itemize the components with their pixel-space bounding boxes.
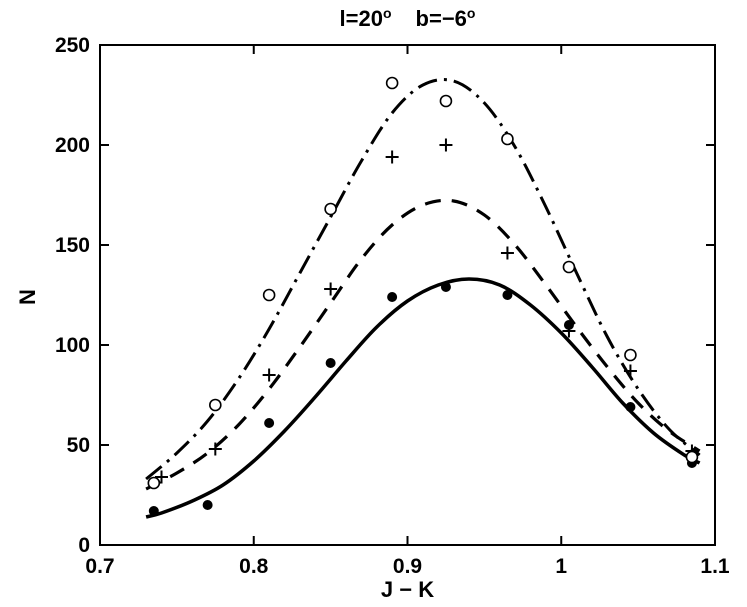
marker-filled-circle [387,292,398,302]
marker-filled-circle [440,282,451,292]
marker-filled-circle [148,506,159,516]
fit-curve-solid [145,277,701,519]
y-tick-label: 150 [55,234,90,257]
marker-open-circle [385,76,399,90]
fit-curve-dashed [145,198,701,491]
x-tick-label: 1 [555,555,567,578]
y-tick-label: 250 [55,34,90,57]
x-axis-label: J − K [380,577,435,602]
y-tick-label: 200 [55,134,90,157]
chart-title: l=20o b=−6o [100,5,715,32]
marker-filled-circle [625,402,636,412]
marker-filled-circle [202,500,213,510]
marker-filled-circle [264,418,275,428]
marker-open-circle [685,450,699,464]
title-part2: b=−6 [415,6,467,31]
x-tick-label: 0.7 [85,555,114,578]
axes-frame [99,44,716,546]
marker-open-circle [501,132,514,146]
x-tick-label: 0.8 [239,555,269,578]
y-tick-label: 50 [67,434,90,457]
marker-open-circle [147,476,161,490]
marker-open-circle [624,348,637,362]
title-part1: l=20 [339,6,383,31]
marker-filled-circle [325,358,336,368]
title-superscript-1: o [382,5,392,21]
marker-open-circle [324,202,337,216]
marker-open-circle [439,94,453,108]
marker-open-circle [262,288,276,302]
y-tick-label: 100 [55,334,90,357]
x-tick-label: 1.1 [700,555,730,578]
marker-open-circle [209,398,222,412]
marker-filled-circle [502,290,513,300]
title-superscript-2: o [466,5,476,21]
fit-curve-dashdot [145,78,701,481]
marker-open-circle [562,260,576,274]
x-tick-label: 0.9 [393,555,422,578]
y-tick-label: 0 [78,534,90,557]
